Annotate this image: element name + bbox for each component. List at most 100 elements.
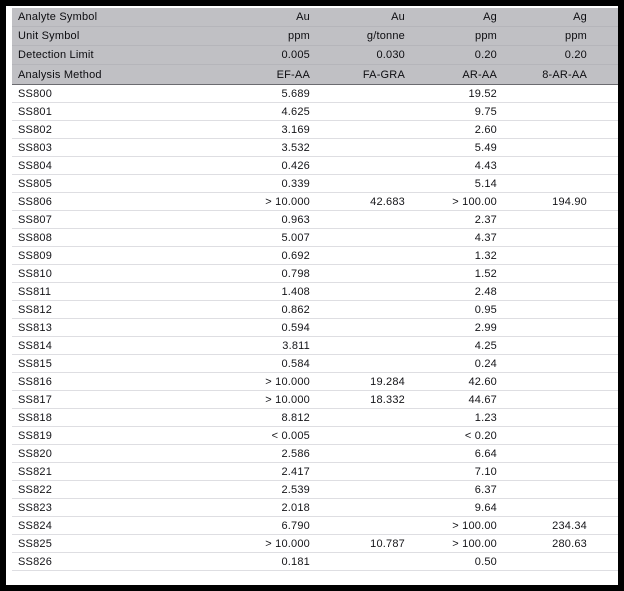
table-row: SS823 2.018 9.64 [12,499,618,517]
value-cell: 2.417 [281,465,310,478]
sample-id-cell: SS806 [18,195,53,208]
header-row: Analyte Symbol Au Au Ag Ag [12,8,618,27]
value-cell: 2.48 [474,285,497,298]
value-cell: > 100.00 [452,195,497,208]
value-cell: 0.181 [281,555,310,568]
value-cell: > 10.000 [265,537,310,550]
sample-id-cell: SS821 [18,465,53,478]
header-value: ppm [565,30,587,42]
value-cell: 2.586 [281,447,310,460]
value-cell: 1.52 [474,267,497,280]
value-cell: 1.23 [474,411,497,424]
table-row: SS821 2.417 7.10 [12,463,618,481]
table-header: Analyte Symbol Au Au Ag Ag Unit Symbol ppm g/to… [12,8,618,85]
sample-id-cell: SS818 [18,411,53,424]
value-cell: 0.862 [281,303,310,316]
value-cell: > 10.000 [265,375,310,388]
table-row: SS819 < 0.005 < 0.20 [12,427,618,445]
sample-id-cell: SS817 [18,393,53,406]
table-row: SS822 2.539 6.37 [12,481,618,499]
header-value: 8-AR-AA [542,68,587,81]
sample-id-cell: SS812 [18,303,53,316]
sample-id-cell: SS802 [18,123,53,136]
sample-id-cell: SS800 [18,87,53,100]
sample-id-cell: SS811 [18,285,52,298]
sample-id-cell: SS813 [18,321,53,334]
header-row: Unit Symbol ppm g/tonne ppm ppm [12,27,618,46]
table-row: SS807 0.963 2.37 [12,211,618,229]
value-cell: > 100.00 [452,519,497,532]
value-cell: 5.007 [281,231,310,244]
sample-id-cell: SS819 [18,429,53,442]
sample-id-cell: SS810 [18,267,53,280]
sample-id-cell: SS824 [18,519,53,532]
table-row: SS814 3.811 4.25 [12,337,618,355]
header-value: AR-AA [462,68,497,81]
header-value: ppm [475,30,497,42]
value-cell: 0.692 [281,249,310,262]
header-value: FA-GRA [362,68,405,81]
value-cell: 7.10 [474,465,497,478]
table-row: SS811 1.408 2.48 [12,283,618,301]
sample-id-cell: SS809 [18,249,53,262]
sample-id-cell: SS822 [18,483,53,496]
assay-results-table: Analyte Symbol Au Au Ag Ag Unit Symbol ppm g/to… [12,8,618,571]
value-cell: < 0.005 [271,429,310,442]
sample-id-cell: SS803 [18,141,53,154]
value-cell: 3.532 [281,141,310,154]
value-cell: 5.49 [474,141,497,154]
table-row: SS805 0.339 5.14 [12,175,618,193]
header-value: Au [391,11,405,23]
value-cell: > 100.00 [452,537,497,550]
table-row: SS818 8.812 1.23 [12,409,618,427]
sample-id-cell: SS816 [18,375,53,388]
header-label: Unit Symbol [18,30,80,42]
value-cell: 6.37 [474,483,497,496]
table-row: SS817 > 10.000 18.332 44.67 [12,391,618,409]
value-cell: 4.37 [474,231,497,244]
value-cell: 3.169 [281,123,310,136]
header-value: 0.030 [376,49,405,61]
value-cell: > 10.000 [265,393,310,406]
value-cell: 44.67 [468,393,497,406]
value-cell: 1.408 [281,285,310,298]
value-cell: 5.689 [281,87,310,100]
value-cell: 2.60 [474,123,497,136]
value-cell: 0.50 [474,555,497,568]
header-value: EF-AA [276,68,310,81]
value-cell: 9.64 [474,501,497,514]
value-cell: 280.63 [552,537,587,550]
table-row: SS803 3.532 5.49 [12,139,618,157]
value-cell: 1.32 [474,249,497,262]
table-row: SS801 4.625 9.75 [12,103,618,121]
header-label: Detection Limit [18,49,94,61]
value-cell: 0.963 [281,213,310,226]
value-cell: 9.75 [474,105,497,118]
header-label: Analysis Method [18,68,102,81]
sample-id-cell: SS805 [18,177,53,190]
value-cell: 6.64 [474,447,497,460]
header-value: Ag [573,11,587,23]
value-cell: 0.798 [281,267,310,280]
table-row: SS813 0.594 2.99 [12,319,618,337]
table-row: SS800 5.689 19.52 [12,85,618,103]
table-row: SS816 > 10.000 19.284 42.60 [12,373,618,391]
value-cell: 6.790 [281,519,310,532]
table-row: SS810 0.798 1.52 [12,265,618,283]
sample-id-cell: SS814 [18,339,53,352]
table-row: SS806 > 10.000 42.683 > 100.00 194.90 [12,193,618,211]
table-row: SS825 > 10.000 10.787 > 100.00 280.63 [12,535,618,553]
value-cell: 2.37 [474,213,497,226]
value-cell: 19.284 [370,375,405,388]
value-cell: 42.683 [370,195,405,208]
value-cell: 0.594 [281,321,310,334]
table-row: SS809 0.692 1.32 [12,247,618,265]
value-cell: > 10.000 [265,195,310,208]
value-cell: 2.018 [281,501,310,514]
sample-id-cell: SS801 [18,105,53,118]
value-cell: 19.52 [468,87,497,100]
sample-id-cell: SS807 [18,213,53,226]
table-row: SS808 5.007 4.37 [12,229,618,247]
header-value: Au [296,11,310,23]
